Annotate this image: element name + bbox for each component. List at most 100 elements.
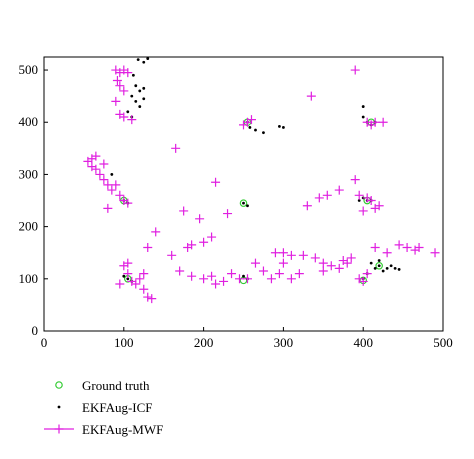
point	[171, 143, 181, 153]
point	[318, 266, 328, 276]
point	[115, 81, 125, 91]
y-tick-label: 500	[19, 62, 39, 77]
point	[366, 120, 376, 130]
point	[334, 263, 344, 273]
point	[278, 125, 281, 128]
point	[397, 268, 401, 271]
point	[143, 292, 153, 302]
point	[242, 201, 245, 205]
point	[138, 105, 142, 108]
point	[107, 185, 117, 195]
point	[254, 128, 257, 132]
point	[378, 117, 388, 127]
point	[373, 266, 377, 270]
point	[223, 209, 233, 219]
point	[131, 73, 135, 77]
point	[357, 199, 361, 202]
point	[394, 240, 404, 250]
point	[134, 99, 138, 103]
point	[183, 242, 193, 252]
point	[354, 190, 364, 200]
point	[199, 274, 209, 284]
point	[139, 269, 149, 279]
x-tick-label: 100	[114, 335, 134, 350]
point	[151, 227, 161, 237]
point	[258, 266, 268, 276]
y-tick-label: 200	[19, 219, 39, 234]
point	[123, 198, 133, 208]
legend-label: EKFAug-ICF	[82, 400, 153, 415]
point	[361, 105, 365, 108]
point	[126, 277, 130, 281]
point	[382, 248, 392, 258]
point	[278, 258, 288, 268]
point	[242, 274, 252, 284]
point	[142, 60, 146, 64]
point	[239, 199, 248, 207]
point	[369, 261, 373, 265]
point	[199, 237, 209, 247]
point	[147, 294, 157, 304]
point	[294, 269, 304, 279]
point	[250, 258, 260, 268]
point	[362, 269, 372, 279]
point	[139, 284, 149, 294]
point	[115, 279, 125, 289]
point	[239, 120, 248, 130]
point	[358, 276, 368, 286]
x-tick-label: 0	[41, 335, 48, 350]
point	[99, 175, 109, 185]
point	[286, 250, 296, 260]
point	[195, 214, 205, 224]
point	[167, 250, 177, 260]
x-tick-label: 200	[194, 335, 214, 350]
point	[350, 175, 360, 185]
point	[103, 180, 113, 190]
point	[112, 75, 122, 85]
point	[375, 261, 383, 270]
point	[366, 196, 376, 206]
y-tick-label: 0	[32, 323, 39, 338]
point	[286, 274, 296, 284]
point	[227, 269, 237, 279]
point	[146, 57, 150, 60]
legend-marker	[54, 424, 64, 434]
point	[262, 131, 265, 135]
point	[322, 190, 332, 200]
point	[377, 259, 381, 262]
point	[248, 126, 252, 129]
point	[298, 250, 308, 260]
point	[270, 248, 280, 258]
point	[219, 276, 229, 286]
point	[266, 274, 276, 284]
point	[207, 271, 217, 281]
point	[179, 206, 189, 216]
point	[143, 242, 153, 252]
point	[175, 266, 185, 276]
point	[123, 258, 133, 268]
point	[211, 177, 221, 187]
point	[123, 269, 133, 279]
point	[207, 232, 217, 242]
point	[370, 242, 380, 252]
point	[430, 248, 440, 258]
point	[110, 173, 114, 176]
point	[350, 65, 360, 75]
point	[278, 248, 288, 258]
x-tick-label: 300	[274, 335, 294, 350]
point	[361, 115, 365, 119]
point	[91, 151, 101, 161]
point	[95, 169, 105, 179]
point	[310, 253, 320, 263]
y-tick-label: 400	[19, 114, 39, 129]
point	[334, 185, 344, 195]
point	[326, 261, 336, 271]
point	[136, 58, 140, 62]
point	[235, 274, 245, 284]
point	[274, 269, 284, 279]
x-tick-label: 400	[353, 335, 373, 350]
point	[370, 203, 380, 213]
point	[381, 269, 385, 273]
legend-label: EKFAug-MWF	[82, 422, 163, 437]
point	[306, 91, 316, 101]
